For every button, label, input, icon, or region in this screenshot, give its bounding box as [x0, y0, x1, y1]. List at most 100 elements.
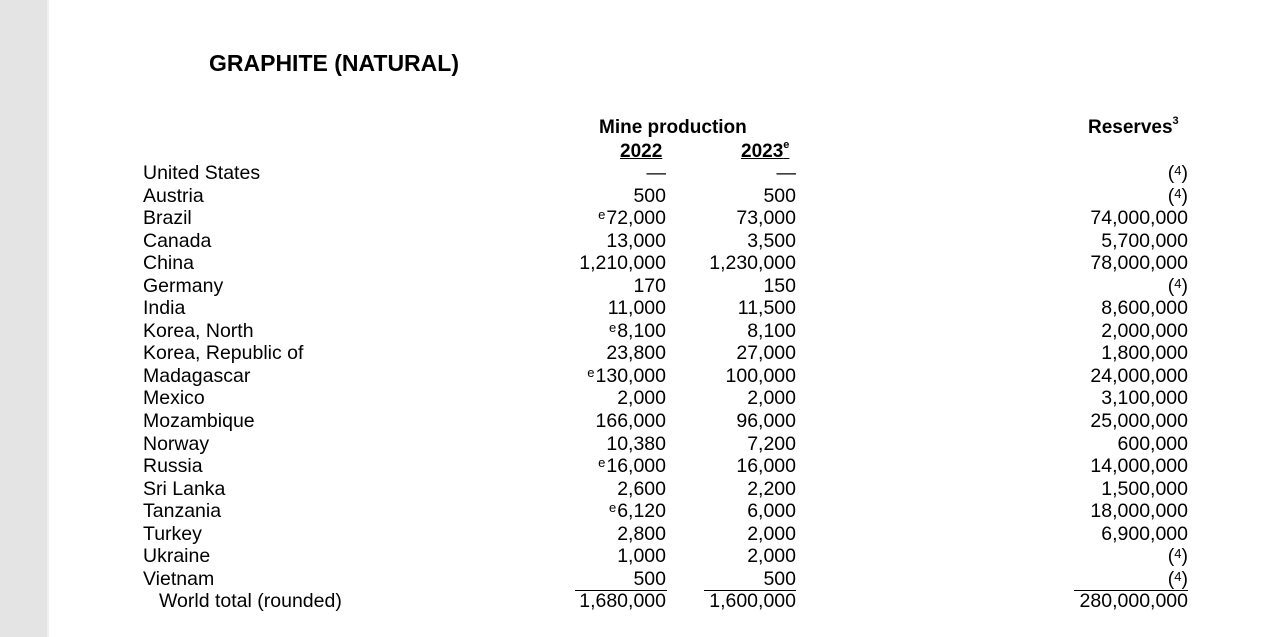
reserves-text: 8,600,000 — [1101, 297, 1188, 320]
table-row: Austria 500 500 (4) — [0, 185, 1280, 208]
country-name: India — [143, 297, 186, 320]
estimate-mark: e — [587, 364, 595, 380]
table-row: Korea, North e8,100 8,100 2,000,000 — [0, 320, 1280, 343]
value-2022-text: 500 — [633, 184, 666, 207]
value-2022-text: 1,000 — [617, 545, 666, 568]
value-2023: — — [776, 162, 797, 184]
table-row: Norway 10,380 7,200 600,000 — [0, 433, 1280, 456]
reserves-text: ( — [1167, 274, 1175, 297]
value-2023: 96,000 — [736, 410, 796, 433]
table-row: Canada 13,000 3,500 5,700,000 — [0, 230, 1280, 253]
country-name: Brazil — [143, 207, 192, 230]
reserves-text: 14,000,000 — [1090, 455, 1188, 478]
table-row: United States — — (4) — [0, 162, 1280, 185]
value-2022: 500 — [633, 568, 666, 590]
value-2022: 11,000 — [608, 297, 666, 319]
country-name: Norway — [143, 432, 210, 455]
value-2023: 3,500 — [747, 229, 796, 252]
value-2022-text: 13,000 — [606, 229, 666, 252]
value-reserves: 24,000,000 — [1090, 365, 1188, 387]
country-name: Canada — [143, 229, 212, 252]
value-2022: — — [647, 162, 667, 184]
reserves-footnote: 4 — [1174, 546, 1182, 562]
value-2022-text: 130,000 — [595, 364, 667, 387]
reserves-close: ) — [1181, 274, 1189, 297]
value-2023: 2,200 — [747, 477, 796, 500]
value-2022: 500 — [633, 185, 666, 207]
value-2022-text: 72,000 — [606, 207, 666, 230]
total-2022: 1,680,000 — [579, 590, 666, 613]
reserves-text: 5,700,000 — [1101, 229, 1188, 252]
value-2022-text: 8,100 — [617, 319, 666, 342]
table-row: Brazil e72,000 73,000 74,000,000 — [0, 207, 1280, 230]
table-row: Germany 170 150 (4) — [0, 275, 1280, 298]
country-name: Germany — [143, 274, 224, 297]
viewer-gutter — [0, 0, 47, 637]
country-name: Vietnam — [143, 567, 215, 590]
value-2022: 2,800 — [617, 523, 666, 545]
country-name: Mexico — [143, 387, 205, 410]
value-2023: 27,000 — [736, 342, 796, 365]
total-rule-2022 — [575, 590, 667, 591]
value-2023: 7,200 — [747, 432, 796, 455]
production-table: United States — — (4) Austria 500 500 (4) Brazil… — [0, 162, 1280, 613]
country-name: Russia — [143, 455, 203, 478]
value-2022-text: 11,000 — [607, 297, 666, 320]
value-2023: 2,000 — [747, 522, 796, 545]
value-reserves: 14,000,000 — [1090, 455, 1188, 477]
reserves-close: ) — [1181, 162, 1189, 184]
value-2023: 500 — [763, 184, 796, 207]
value-2022: 2,000 — [617, 387, 666, 409]
value-2022-text: — — [646, 162, 667, 184]
value-reserves: (4) — [1168, 275, 1188, 299]
value-2023: 2,000 — [747, 545, 796, 568]
value-reserves: 2,000,000 — [1101, 320, 1188, 342]
reserves-text: 78,000,000 — [1090, 252, 1188, 275]
reserves-text: 3,100,000 — [1101, 387, 1188, 410]
value-2022: 1,210,000 — [579, 252, 666, 274]
reserves-text: 24,000,000 — [1090, 364, 1188, 387]
estimate-mark: e — [608, 500, 617, 516]
value-2022-text: 500 — [633, 567, 666, 590]
table-row: Sri Lanka 2,600 2,200 1,500,000 — [0, 478, 1280, 501]
value-2023: 2,000 — [747, 387, 796, 410]
country-name: Austria — [143, 184, 204, 207]
table-row: Mexico 2,000 2,000 3,100,000 — [0, 387, 1280, 410]
reserves-footnote: 4 — [1174, 275, 1182, 291]
total-row: World total (rounded) 1,680,000 1,600,000 2… — [0, 590, 1280, 613]
total-rule-2023 — [704, 590, 796, 591]
value-2022-text: 10,380 — [606, 432, 666, 455]
reserves-text: 25,000,000 — [1090, 410, 1188, 433]
table-row: Korea, Republic of 23,800 27,000 1,800,000 — [0, 342, 1280, 365]
value-2022-text: 1,210,000 — [579, 252, 666, 275]
country-name: Turkey — [143, 522, 202, 545]
header-year-2023-text: 2023 — [741, 141, 784, 162]
reserves-text: 2,000,000 — [1101, 319, 1188, 342]
total-2023: 1,600,000 — [709, 590, 796, 613]
value-reserves: 74,000,000 — [1090, 207, 1188, 229]
table-row: Tanzania e6,120 6,000 18,000,000 — [0, 500, 1280, 523]
table-row: Madagascar e130,000 100,000 24,000,000 — [0, 365, 1280, 388]
country-name: Sri Lanka — [143, 477, 226, 500]
value-2023: 11,500 — [737, 297, 796, 320]
value-2022: 166,000 — [596, 410, 667, 432]
value-2023: 73,000 — [736, 207, 796, 230]
country-name: United States — [143, 162, 261, 184]
table-row: Vietnam 500 500 (4) — [0, 568, 1280, 591]
reserves-text: 74,000,000 — [1090, 207, 1188, 230]
country-name: Tanzania — [143, 500, 222, 523]
country-name: Ukraine — [143, 545, 211, 568]
value-2022: e72,000 — [598, 207, 666, 231]
value-reserves: (4) — [1168, 568, 1188, 592]
viewer-gutter-edge — [47, 0, 49, 637]
reserves-text: 1,800,000 — [1101, 342, 1188, 365]
estimate-mark: e — [608, 319, 617, 335]
value-reserves: 1,800,000 — [1101, 342, 1188, 364]
value-2022: 13,000 — [606, 230, 666, 252]
value-2022: e130,000 — [587, 365, 666, 389]
country-name: Madagascar — [143, 364, 251, 387]
value-2022: e8,100 — [609, 320, 666, 344]
reserves-close: ) — [1181, 184, 1189, 207]
value-2023: 16,000 — [736, 455, 796, 478]
page-title: GRAPHITE (NATURAL) — [209, 50, 459, 76]
